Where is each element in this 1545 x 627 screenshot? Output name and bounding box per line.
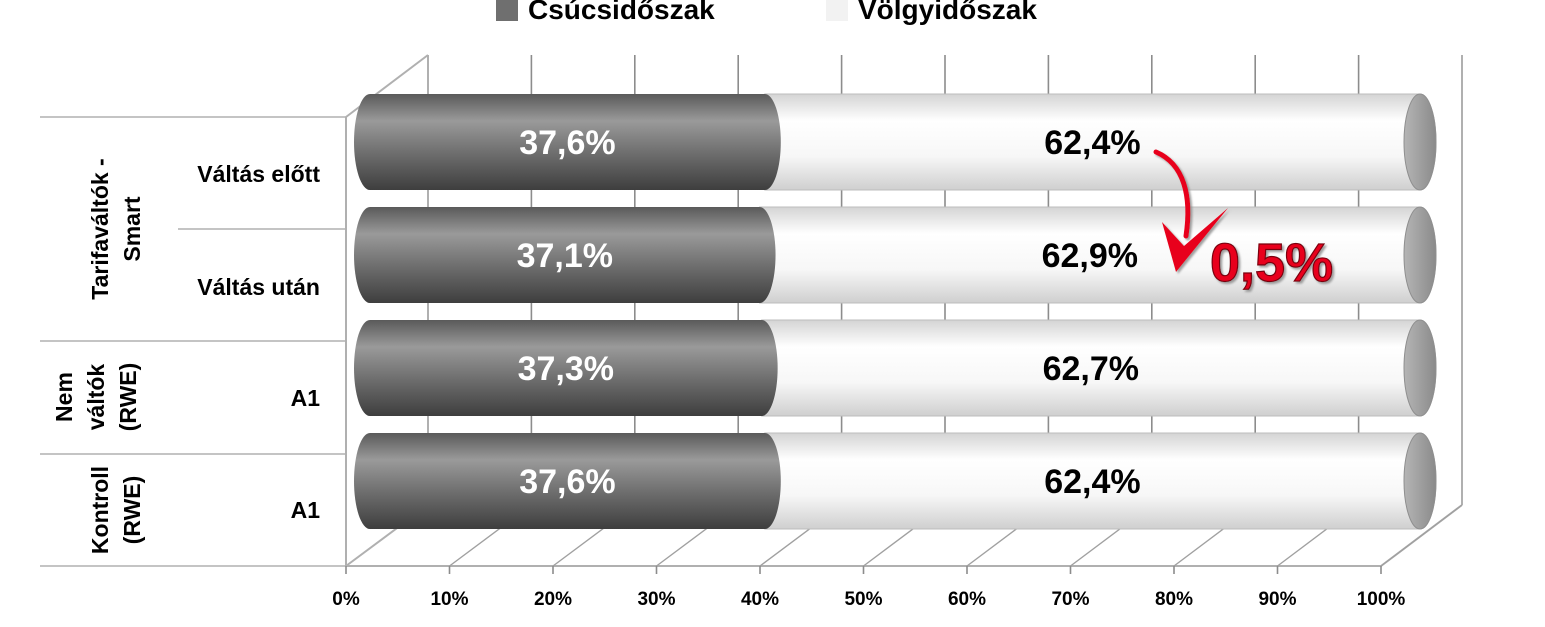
x-tick-label: 70% [1051,589,1089,610]
bar-segment-peak [354,320,778,416]
bar-row: 37,6% 62,4% [354,93,1437,191]
bar-segment-peak [354,433,781,529]
bar-end-cap [1403,432,1437,530]
annotation: 0,5% [1153,149,1334,294]
category-label: A1 [291,385,321,411]
group-label: Nem [51,372,77,422]
x-tick-label: 20% [534,589,572,610]
data-label-offpeak: 62,9% [1042,237,1138,275]
annotation-label: 0,5% [1210,233,1333,293]
bar-row: 37,6% 62,4% [354,432,1437,530]
data-label-peak: 37,1% [517,237,613,275]
legend-swatch-peak [496,0,518,21]
floor-gridline [1380,504,1463,567]
x-tick-label: 40% [741,589,779,610]
legend-label-offpeak: Völgyidőszak [858,0,1037,25]
legend-item-peak: Csúcsidőszak [496,0,715,25]
group-label: Tarifaváltók - [87,158,113,299]
group-label: váltók [83,364,109,431]
group-label: Kontroll [87,466,113,554]
category-label: A1 [291,497,321,523]
category-label: Váltás előtt [197,161,320,187]
category-axis: Váltás előtt Váltás után A1 A1 Tarifaváltók … [40,116,346,567]
data-label-peak: 37,6% [519,463,615,501]
x-tick-label: 90% [1258,589,1296,610]
group-label: (RWE) [119,476,145,545]
x-axis-ticks: 0% 10% 20% 30% 40% 50% 60% 70% 80% 90% 100% [332,566,1405,610]
data-label-peak: 37,6% [519,124,615,162]
group-label: (RWE) [115,363,141,432]
bar-segment-peak [354,94,781,190]
data-label-offpeak: 62,7% [1043,350,1139,388]
bar-end-cap [1403,93,1437,191]
bar-end-cap [1403,206,1437,304]
bar-row: 37,1% 62,9% [354,206,1437,304]
group-label: Smart [119,196,145,262]
bar-row: 37,3% 62,7% [354,319,1437,417]
bar-segment-peak [354,207,776,303]
legend-item-offpeak: Völgyidőszak [826,0,1037,25]
arrow-down-icon [1153,149,1191,239]
bars: 37,6% 62,4% 37,1% 62,9% 37,3% 62,7% 37,6% 62,4% [354,93,1437,530]
x-tick-label: 60% [948,589,986,610]
legend-label-peak: Csúcsidőszak [528,0,715,25]
x-tick-label: 0% [332,589,360,610]
x-tick-label: 80% [1155,589,1193,610]
data-label-peak: 37,3% [518,350,614,388]
data-label-offpeak: 62,4% [1044,124,1140,162]
category-label: Váltás után [197,274,320,300]
x-tick-label: 100% [1357,589,1406,610]
x-tick-label: 30% [637,589,675,610]
bar-end-cap [1403,319,1437,417]
arrow-down-head-icon [1162,208,1228,272]
x-tick-label: 50% [844,589,882,610]
legend: Csúcsidőszak Völgyidőszak [496,0,1037,25]
data-label-offpeak: 62,4% [1044,463,1140,501]
x-tick-label: 10% [430,589,468,610]
legend-swatch-offpeak [826,0,848,21]
